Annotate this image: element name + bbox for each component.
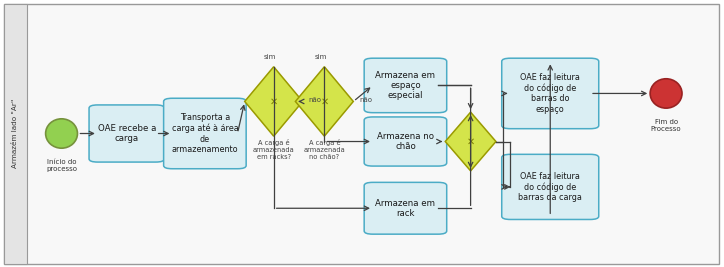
Text: sim: sim [264,54,277,60]
Text: A carga é
armazenada
em racks?: A carga é armazenada em racks? [253,139,295,160]
Text: ✕: ✕ [466,136,475,147]
Text: Início do
processo: Início do processo [46,159,77,172]
Text: OAE faz leitura
do código de
barras do
espaço: OAE faz leitura do código de barras do e… [521,73,580,114]
FancyBboxPatch shape [89,105,164,162]
Text: não: não [359,97,372,103]
Text: Armazena em
rack: Armazena em rack [376,199,435,218]
Text: Armazém lado "Ar": Armazém lado "Ar" [12,99,18,168]
Text: Fim do
Processo: Fim do Processo [651,119,681,132]
FancyBboxPatch shape [364,182,447,234]
FancyBboxPatch shape [4,4,719,264]
Text: OAE faz leitura
do código de
barras da carga: OAE faz leitura do código de barras da c… [518,172,582,202]
Text: ✕: ✕ [269,96,278,107]
Text: ✕: ✕ [320,96,329,107]
Text: sim: sim [314,54,327,60]
Text: não: não [308,97,321,103]
FancyBboxPatch shape [364,58,447,113]
Text: Transporta a
carga até à área
de
armazenamento: Transporta a carga até à área de armazen… [172,113,238,154]
FancyBboxPatch shape [164,98,246,169]
Polygon shape [445,112,496,171]
Polygon shape [245,67,303,136]
Ellipse shape [650,79,682,108]
Polygon shape [295,67,353,136]
Text: A carga é
armazenada
no chão?: A carga é armazenada no chão? [303,139,345,160]
Ellipse shape [46,119,77,148]
Text: Armazena em
espaço
especial: Armazena em espaço especial [376,70,435,100]
FancyBboxPatch shape [364,117,447,166]
Text: OAE recebe a
carga: OAE recebe a carga [98,124,156,143]
FancyBboxPatch shape [502,58,599,129]
FancyBboxPatch shape [4,4,27,264]
Text: Armazena no
chão: Armazena no chão [377,132,434,151]
FancyBboxPatch shape [502,154,599,219]
